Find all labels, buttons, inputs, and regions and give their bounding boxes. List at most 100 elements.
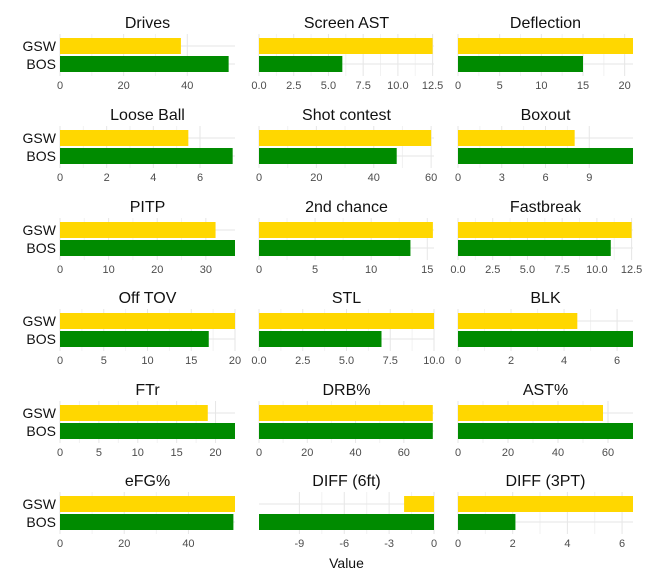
bar-gsw-pitp: [60, 222, 216, 238]
panel-title-ast: AST%: [523, 382, 568, 399]
bar-bos-2nd-chance: [259, 240, 411, 256]
bar-bos-ast: [458, 423, 633, 439]
bar-gsw-diff-6ft: [404, 496, 434, 512]
tick-label-diff-6ft: -3: [384, 538, 394, 550]
bar-bos-diff-3pt: [458, 514, 516, 530]
panel-title-blk: BLK: [530, 290, 561, 307]
bar-bos-drives: [60, 56, 229, 72]
tick-label-shot-contest: 20: [310, 172, 322, 184]
tick-label-shot-contest: 60: [425, 172, 437, 184]
bar-bos-ftr: [60, 423, 235, 439]
tick-label-diff-6ft: -9: [294, 538, 304, 550]
tick-label-off-tov: 20: [229, 355, 241, 367]
bar-gsw-stl: [259, 313, 434, 329]
tick-label-drives: 40: [181, 80, 193, 92]
panel-title-off-tov: Off TOV: [119, 290, 177, 307]
bar-gsw-deflection: [458, 38, 633, 54]
tick-label-ast: 0: [455, 447, 461, 459]
category-label-bos: BOS: [26, 240, 56, 256]
bar-bos-efg: [60, 514, 234, 530]
tick-label-shot-contest: 0: [256, 172, 262, 184]
tick-label-drb: 0: [256, 447, 262, 459]
tick-label-boxout: 0: [455, 172, 461, 184]
tick-label-fastbreak: 10.0: [586, 264, 607, 276]
tick-label-diff-3pt: 0: [455, 538, 461, 550]
panel-title-shot-contest: Shot contest: [302, 107, 392, 124]
tick-label-diff-3pt: 4: [564, 538, 570, 550]
bar-bos-pitp: [60, 240, 235, 256]
tick-label-ftr: 5: [96, 447, 102, 459]
tick-label-diff-6ft: -6: [339, 538, 349, 550]
panel-title-diff-6ft: DIFF (6ft): [312, 473, 380, 490]
bar-bos-shot-contest: [259, 148, 397, 164]
category-label-bos: BOS: [26, 148, 56, 164]
bar-gsw-diff-3pt: [458, 496, 633, 512]
panel-title-diff-3pt: DIFF (3PT): [506, 473, 586, 490]
tick-label-stl: 5.0: [339, 355, 354, 367]
tick-label-deflection: 0: [455, 80, 461, 92]
bar-gsw-drives: [60, 38, 181, 54]
tick-label-loose-ball: 2: [104, 172, 110, 184]
tick-label-off-tov: 15: [185, 355, 197, 367]
bar-gsw-2nd-chance: [259, 222, 433, 238]
bar-bos-blk: [458, 331, 633, 347]
tick-label-blk: 2: [508, 355, 514, 367]
bar-gsw-boxout: [458, 130, 575, 146]
panel-title-pitp: PITP: [130, 199, 166, 216]
panel-title-fastbreak: Fastbreak: [510, 199, 582, 216]
bar-gsw-screen-ast: [259, 38, 433, 54]
tick-label-fastbreak: 5.0: [520, 264, 535, 276]
tick-label-off-tov: 0: [57, 355, 63, 367]
category-label-gsw: GSW: [23, 130, 57, 146]
tick-label-efg: 40: [182, 538, 194, 550]
tick-label-diff-6ft: 0: [431, 538, 437, 550]
tick-label-stl: 10.0: [423, 355, 444, 367]
tick-label-deflection: 10: [535, 80, 547, 92]
tick-label-2nd-chance: 10: [365, 264, 377, 276]
tick-label-screen-ast: 7.5: [356, 80, 371, 92]
tick-label-drb: 40: [349, 447, 361, 459]
tick-label-2nd-chance: 0: [256, 264, 262, 276]
panel-title-deflection: Deflection: [510, 15, 581, 32]
tick-label-drb: 20: [301, 447, 313, 459]
tick-label-2nd-chance: 5: [312, 264, 318, 276]
tick-label-ftr: 10: [132, 447, 144, 459]
bar-bos-screen-ast: [259, 56, 343, 72]
category-label-gsw: GSW: [23, 222, 57, 238]
bar-gsw-loose-ball: [60, 130, 189, 146]
bar-bos-stl: [259, 331, 382, 347]
tick-label-off-tov: 5: [101, 355, 107, 367]
tick-label-ftr: 15: [171, 447, 183, 459]
category-label-bos: BOS: [26, 56, 56, 72]
tick-label-ftr: 0: [57, 447, 63, 459]
bar-gsw-ftr: [60, 405, 208, 421]
tick-label-boxout: 3: [499, 172, 505, 184]
bar-gsw-efg: [60, 496, 235, 512]
category-label-bos: BOS: [26, 331, 56, 347]
tick-label-screen-ast: 12.5: [422, 80, 443, 92]
tick-label-ast: 60: [602, 447, 614, 459]
bar-gsw-drb: [259, 405, 433, 421]
category-label-gsw: GSW: [23, 313, 57, 329]
tick-label-2nd-chance: 15: [421, 264, 433, 276]
tick-label-blk: 0: [455, 355, 461, 367]
panel-title-stl: STL: [332, 290, 361, 307]
panel-title-ftr: FTr: [135, 382, 160, 399]
tick-label-fastbreak: 2.5: [485, 264, 500, 276]
tick-label-deflection: 15: [577, 80, 589, 92]
tick-label-ast: 40: [552, 447, 564, 459]
tick-label-efg: 20: [118, 538, 130, 550]
tick-label-screen-ast: 10.0: [387, 80, 408, 92]
tick-label-fastbreak: 12.5: [621, 264, 642, 276]
tick-label-diff-3pt: 2: [510, 538, 516, 550]
tick-label-stl: 0.0: [251, 355, 266, 367]
tick-label-efg: 0: [57, 538, 63, 550]
tick-label-deflection: 5: [497, 80, 503, 92]
tick-label-loose-ball: 4: [150, 172, 156, 184]
category-label-bos: BOS: [26, 514, 56, 530]
panel-title-loose-ball: Loose Ball: [110, 107, 185, 124]
category-label-bos: BOS: [26, 423, 56, 439]
bar-gsw-blk: [458, 313, 578, 329]
tick-label-pitp: 0: [57, 264, 63, 276]
